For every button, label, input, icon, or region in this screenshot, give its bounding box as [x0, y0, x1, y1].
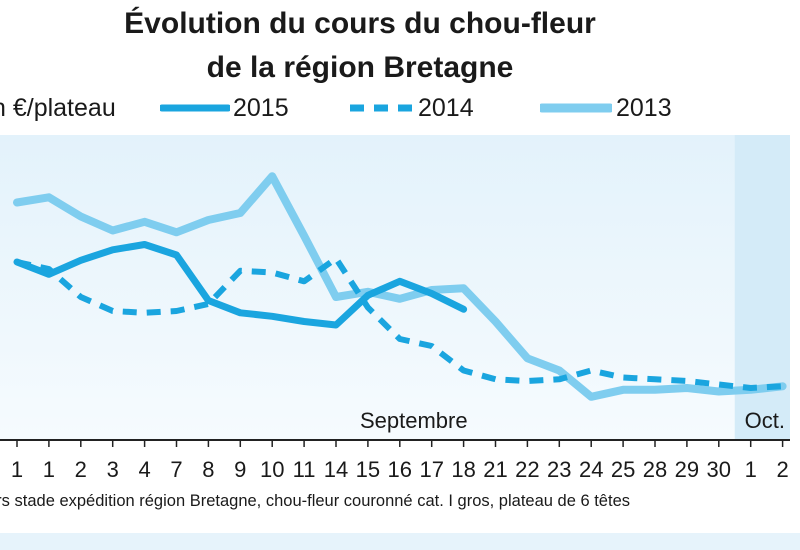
x-tick-label: 7	[170, 457, 182, 482]
legend-swatch-2014	[350, 104, 416, 112]
series-line-2015	[13, 241, 468, 329]
legend-label-2013: 2013	[616, 94, 672, 122]
series-line-2014	[16, 255, 783, 391]
footer-band	[0, 533, 800, 550]
legend-unit-label: n €/plateau	[0, 94, 116, 122]
period-labels: Septembre Oct.	[360, 408, 785, 433]
october-band	[734, 135, 790, 440]
legend-label-2015: 2015	[233, 94, 289, 122]
period-label: Oct.	[745, 408, 785, 433]
plot-area	[0, 135, 790, 440]
x-tick-label: 1	[745, 457, 757, 482]
x-ticks	[16, 440, 784, 447]
x-tick-label: 23	[547, 457, 571, 482]
x-tick-label: 9	[234, 457, 246, 482]
x-tick-label: 15	[356, 457, 380, 482]
chart-title-line-2: de la région Bretagne	[206, 51, 514, 84]
x-tick-label: 8	[202, 457, 214, 482]
legend: n €/plateau 2015 2014 2013	[0, 92, 800, 124]
legend-swatch-2013	[540, 103, 612, 113]
x-tick-label: 3	[107, 457, 119, 482]
x-tick-label: 14	[324, 457, 348, 482]
x-tick-label: 25	[611, 457, 635, 482]
legend-swatch-2015	[160, 104, 230, 112]
x-tick-label: 17	[419, 457, 443, 482]
x-tick-label: 22	[515, 457, 539, 482]
x-tick-label: 2	[776, 457, 788, 482]
series-layer	[13, 172, 787, 401]
x-tick-label: 16	[388, 457, 412, 482]
x-tick-label: 2	[75, 457, 87, 482]
period-label: Septembre	[360, 408, 468, 433]
series-line-2013	[13, 172, 787, 401]
x-tick-label: 29	[675, 457, 699, 482]
chart-title-line-1: Évolution du cours du chou-fleur	[124, 7, 596, 40]
x-tick-label: 1	[43, 457, 55, 482]
source-caption: urs stade expédition région Bretagne, ch…	[0, 492, 630, 510]
x-tick-label: 1	[11, 457, 23, 482]
x-tick-label: 18	[451, 457, 475, 482]
x-tick-label: 11	[293, 457, 316, 482]
legend-label-2014: 2014	[418, 94, 474, 122]
x-tick-label: 30	[707, 457, 731, 482]
chart-title: Évolution du cours du chou-fleur de la r…	[0, 2, 720, 90]
x-tick-label: 24	[579, 457, 603, 482]
x-tick-label: 28	[643, 457, 667, 482]
x-tick-labels: 1 1 2 3 4 7 8 9 10 11 14 15 16 17 18 21 22 23 24 25 28 29 30 1 2	[11, 457, 789, 482]
x-tick-label: 10	[260, 457, 284, 482]
x-tick-label: 4	[138, 457, 150, 482]
x-tick-label: 21	[483, 457, 507, 482]
